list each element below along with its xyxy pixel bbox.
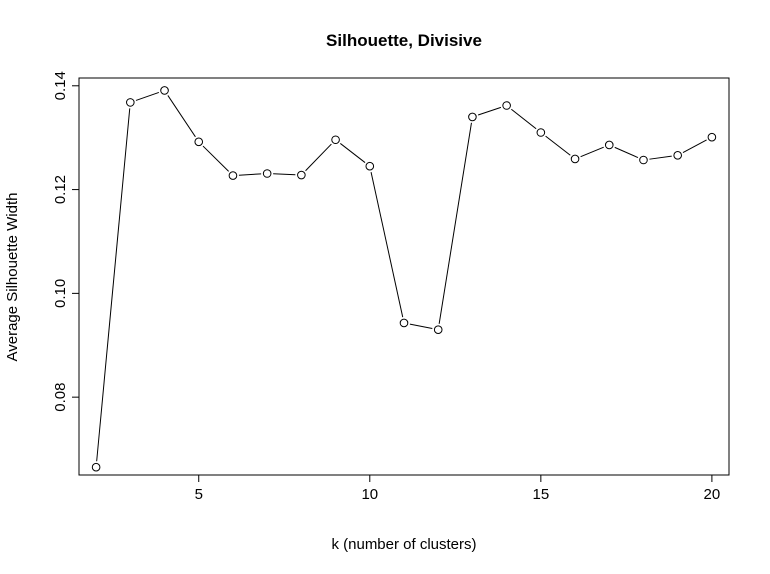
x-axis: 5 10 15 20 <box>195 474 721 503</box>
plot-frame <box>78 77 730 476</box>
data-point <box>331 135 340 145</box>
data-point <box>433 325 443 334</box>
y-tick-label: 0.14 <box>52 71 69 100</box>
y-tick-label: 0.12 <box>52 175 69 204</box>
series-line-segment <box>545 135 571 156</box>
x-tick-label: 10 <box>361 486 378 503</box>
series-line-segment <box>649 155 672 160</box>
series-line-segment <box>614 146 639 159</box>
series-line-segment <box>340 143 366 163</box>
y-tick-label: 0.08 <box>52 383 69 412</box>
x-tick-label: 5 <box>195 486 203 503</box>
y-axis: 0.08 0.10 0.12 0.14 <box>52 71 80 412</box>
data-point <box>604 140 614 150</box>
series-layer <box>91 86 717 472</box>
series-line-segment <box>238 173 262 176</box>
series-line-segment <box>135 91 160 101</box>
x-axis-label: k (number of clusters) <box>331 536 476 553</box>
y-axis-label: Average Silhouette Width <box>4 193 21 362</box>
data-point <box>502 101 511 110</box>
series-line-segment <box>370 171 404 318</box>
series-line-segment <box>202 145 230 172</box>
data-point <box>639 155 648 165</box>
series-line-segment <box>682 139 707 153</box>
data-point <box>707 132 717 142</box>
series-line-segment <box>96 108 131 462</box>
data-point <box>570 154 580 164</box>
data-point <box>126 98 135 107</box>
data-point <box>262 169 272 178</box>
data-point <box>399 318 409 328</box>
data-point <box>468 112 477 122</box>
data-point <box>194 137 204 147</box>
series-line-segment <box>273 173 296 176</box>
data-point <box>673 151 682 160</box>
y-tick-label: 0.10 <box>52 279 69 308</box>
series-line-segment <box>409 323 433 330</box>
data-point <box>536 128 546 137</box>
data-point <box>228 171 238 180</box>
data-point <box>297 170 306 180</box>
series-line-segment <box>580 146 604 158</box>
series-line-segment <box>477 106 502 116</box>
series-line-segment <box>167 95 196 138</box>
series-line-segment <box>305 143 332 172</box>
x-tick-label: 20 <box>704 486 721 503</box>
series-line-segment <box>511 108 537 130</box>
x-tick-label: 15 <box>532 486 549 503</box>
chart-title: Silhouette, Divisive <box>326 31 482 50</box>
data-point <box>160 86 169 95</box>
data-point <box>91 462 101 472</box>
series-line-segment <box>438 122 472 324</box>
data-point <box>365 161 375 171</box>
